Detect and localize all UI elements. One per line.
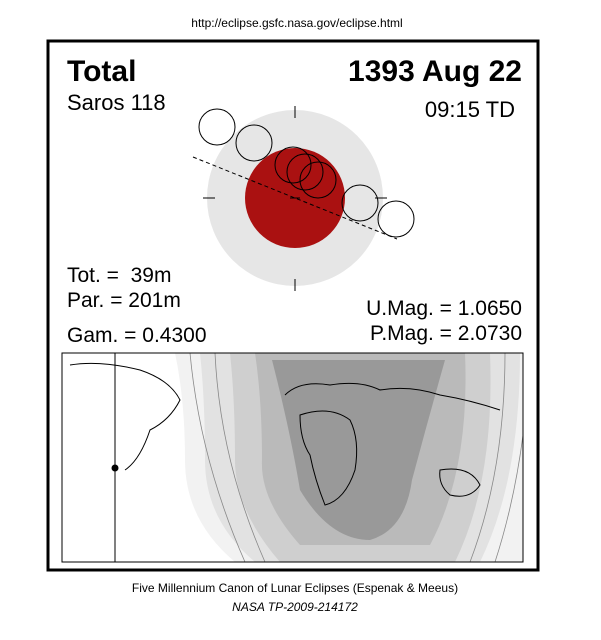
footer-publication: NASA TP-2009-214172 xyxy=(232,600,358,614)
world-map xyxy=(61,352,524,563)
source-url: http://eclipse.gsfc.nasa.gov/eclipse.htm… xyxy=(191,16,402,30)
footer-credit: Five Millennium Canon of Lunar Eclipses … xyxy=(132,581,458,595)
greatest-eclipse-point xyxy=(111,464,119,472)
moon-positions xyxy=(198,108,415,238)
total-duration: Tot. = 39m xyxy=(67,264,171,287)
saros: Saros 118 xyxy=(67,90,166,115)
axis-ticks xyxy=(203,106,387,291)
eclipse-type: Total xyxy=(67,55,136,88)
partial-duration: Par. = 201m xyxy=(67,289,181,312)
umbral-magnitude: U.Mag. = 1.0650 xyxy=(366,297,522,320)
moon-path xyxy=(192,156,398,240)
date: 1393 Aug 22 xyxy=(348,55,522,88)
eclipse-geometry xyxy=(192,106,415,291)
time: 09:15 TD xyxy=(425,97,515,122)
penumbral-magnitude: P.Mag. = 2.0730 xyxy=(370,322,522,345)
gamma: Gam. = 0.4300 xyxy=(67,324,207,347)
